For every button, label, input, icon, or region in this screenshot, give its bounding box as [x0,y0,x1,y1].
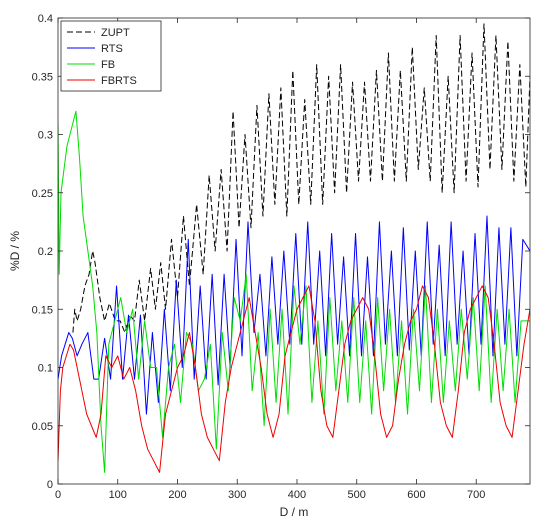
y-tick-label: 0.05 [32,421,53,433]
x-axis-label: D / m [280,505,309,519]
x-tick-label: 200 [168,489,186,501]
y-tick-label: 0.3 [38,130,53,142]
legend-label-fb: FB [101,59,115,71]
legend-label-rts: RTS [101,43,123,55]
x-tick-label: 700 [467,489,485,501]
y-tick-label: 0.1 [38,363,53,375]
series-line-rts [58,215,530,415]
y-tick-label: 0.2 [38,246,53,258]
x-tick-label: 600 [407,489,425,501]
series-line-fb [58,110,530,473]
series-line-fbrts [58,285,530,473]
y-tick-label: 0.15 [32,304,53,316]
x-tick-label: 500 [348,489,366,501]
legend-label-zupt: ZUPT [101,27,130,39]
y-tick-label: 0.35 [32,71,53,83]
y-axis-label: %D / % [8,231,22,271]
x-tick-label: 400 [288,489,306,501]
y-tick-label: 0.4 [38,13,53,25]
series-layer [58,23,530,473]
y-tick-label: 0 [47,479,53,491]
legend-box [60,20,162,92]
y-tick-label: 0.25 [32,188,53,200]
x-tick-label: 100 [109,489,127,501]
legend-label-fbrts: FBRTS [101,75,137,87]
x-tick-label: 0 [55,489,61,501]
y-axis: 0 0.05 0.1 0.15 0.2 0.25 0.3 0.35 0.4 [32,13,530,491]
x-axis: 0 100 200 300 400 500 600 700 [55,18,485,501]
legend: ZUPT RTS FB FBRTS [60,20,162,92]
x-tick-label: 300 [228,489,246,501]
